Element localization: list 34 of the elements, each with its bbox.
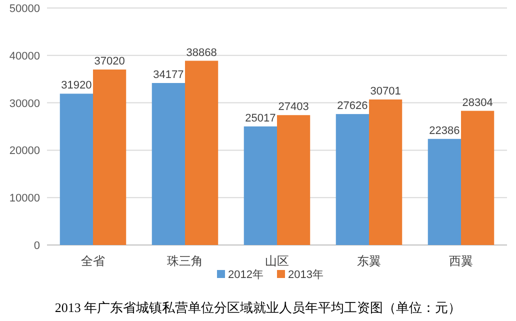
bar bbox=[93, 70, 126, 245]
y-tick-label: 10000 bbox=[9, 192, 40, 205]
y-tick-label: 50000 bbox=[9, 3, 40, 15]
data-label: 37020 bbox=[94, 56, 125, 68]
bar bbox=[336, 114, 369, 245]
x-tick-label: 西翼 bbox=[449, 254, 473, 268]
y-tick-label: 40000 bbox=[9, 50, 40, 62]
bar bbox=[369, 99, 402, 245]
y-tick-label: 30000 bbox=[9, 98, 40, 110]
data-label: 22386 bbox=[429, 124, 460, 137]
data-label: 31920 bbox=[61, 80, 92, 92]
legend-label: 2013年 bbox=[288, 269, 324, 281]
bar bbox=[244, 126, 277, 245]
data-label: 38868 bbox=[186, 46, 217, 59]
bar bbox=[277, 115, 310, 245]
data-label: 30701 bbox=[370, 85, 401, 98]
x-tick-label: 珠三角 bbox=[167, 254, 203, 268]
x-tick-label: 山区 bbox=[265, 254, 289, 268]
y-tick-label: 20000 bbox=[9, 145, 40, 158]
bar bbox=[185, 60, 218, 245]
text: 2013 年广东省城镇私营单位分区域就业人员年平均工资图（单位：元） bbox=[54, 300, 462, 315]
legend-label: 2012年 bbox=[228, 269, 264, 281]
data-label: 27403 bbox=[278, 101, 309, 114]
x-tick-label: 东翼 bbox=[357, 254, 381, 268]
bar bbox=[152, 83, 185, 245]
bar bbox=[461, 110, 494, 245]
data-label: 25017 bbox=[245, 112, 276, 124]
bar bbox=[60, 94, 93, 245]
data-label: 28304 bbox=[462, 96, 493, 109]
data-label: 27626 bbox=[337, 100, 368, 112]
bar bbox=[428, 138, 461, 245]
data-label: 34177 bbox=[153, 69, 184, 81]
y-tick-label: 0 bbox=[34, 240, 40, 252]
x-tick-label: 全省 bbox=[81, 254, 105, 268]
